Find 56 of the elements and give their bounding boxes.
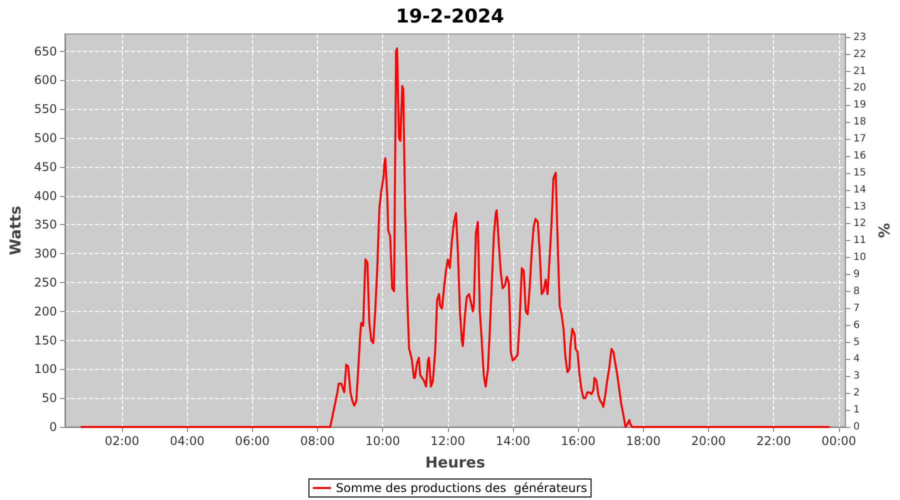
y2-tick-label: 9 — [853, 269, 860, 280]
y-tick-label: 100 — [34, 362, 57, 376]
y2-tick-label: 16 — [853, 150, 866, 162]
y-tick-label: 50 — [42, 391, 57, 406]
y2-tick-label: 3 — [853, 370, 860, 382]
y-tick-label: 500 — [34, 131, 57, 146]
y2-tick-label: 5 — [853, 336, 860, 348]
x-tick-label: 22:00 — [756, 434, 791, 448]
y-tick-label: 250 — [34, 276, 57, 290]
y2-tick-label: 1 — [853, 404, 860, 416]
x-tick-label: 08:00 — [300, 434, 335, 448]
y-tick-label: 600 — [34, 73, 57, 88]
y-tick-label: 350 — [34, 218, 57, 232]
y2-tick-label: 17 — [853, 134, 866, 145]
x-tick-label: 16:00 — [560, 434, 596, 448]
y2-tick-label: 2 — [853, 388, 860, 399]
x-tick-label: 06:00 — [235, 434, 270, 448]
y2-tick-label: 18 — [853, 116, 866, 128]
x-tick-label: 04:00 — [170, 434, 204, 448]
x-tick-label: 14:00 — [496, 434, 530, 448]
x-tick-label: 02:00 — [104, 434, 140, 448]
y-tick-label: 200 — [34, 304, 57, 318]
x-tick-label: 18:00 — [626, 434, 661, 448]
y2-tick-label: 10 — [853, 252, 866, 264]
y2-axis-title: % — [876, 222, 894, 238]
y2-tick-label: 21 — [853, 66, 866, 77]
y-tick-label: 150 — [34, 333, 57, 348]
y2-tick-label: 13 — [853, 201, 866, 212]
y2-tick-label: 11 — [853, 235, 866, 246]
y-tick-label: 650 — [34, 44, 57, 58]
y-tick-label: 450 — [34, 160, 57, 174]
y-tick-label: 550 — [34, 102, 57, 116]
x-tick-label: 20:00 — [691, 434, 726, 448]
y-tick-label: 400 — [34, 188, 57, 203]
y2-tick-label: 6 — [853, 320, 860, 331]
y2-tick-label: 23 — [853, 32, 866, 43]
y2-tick-label: 14 — [853, 184, 866, 196]
y-axis-title: Watts — [6, 206, 24, 256]
x-tick-label: 10:00 — [365, 434, 400, 448]
y2-tick-label: 20 — [853, 82, 866, 94]
x-tick-label: 12:00 — [430, 434, 466, 448]
x-tick-label: 00:00 — [822, 434, 856, 448]
line-series — [80, 47, 830, 428]
y2-tick-label: 0 — [853, 422, 860, 432]
legend-label: Somme des productions des générateurs — [336, 481, 588, 495]
y2-tick-label: 15 — [853, 167, 866, 178]
y-tick-label: 300 — [34, 246, 57, 261]
x-axis-title: Heures — [425, 454, 486, 472]
y-tick-label: 0 — [49, 420, 57, 434]
y2-tick-label: 12 — [853, 218, 866, 230]
y2-tick-label: 4 — [853, 354, 860, 365]
y2-tick-label: 7 — [853, 302, 860, 314]
y2-tick-label: 22 — [853, 48, 866, 60]
y2-tick-label: 19 — [853, 100, 866, 111]
chart-title: 19-2-2024 — [396, 6, 504, 28]
y2-tick-label: 8 — [853, 286, 860, 297]
